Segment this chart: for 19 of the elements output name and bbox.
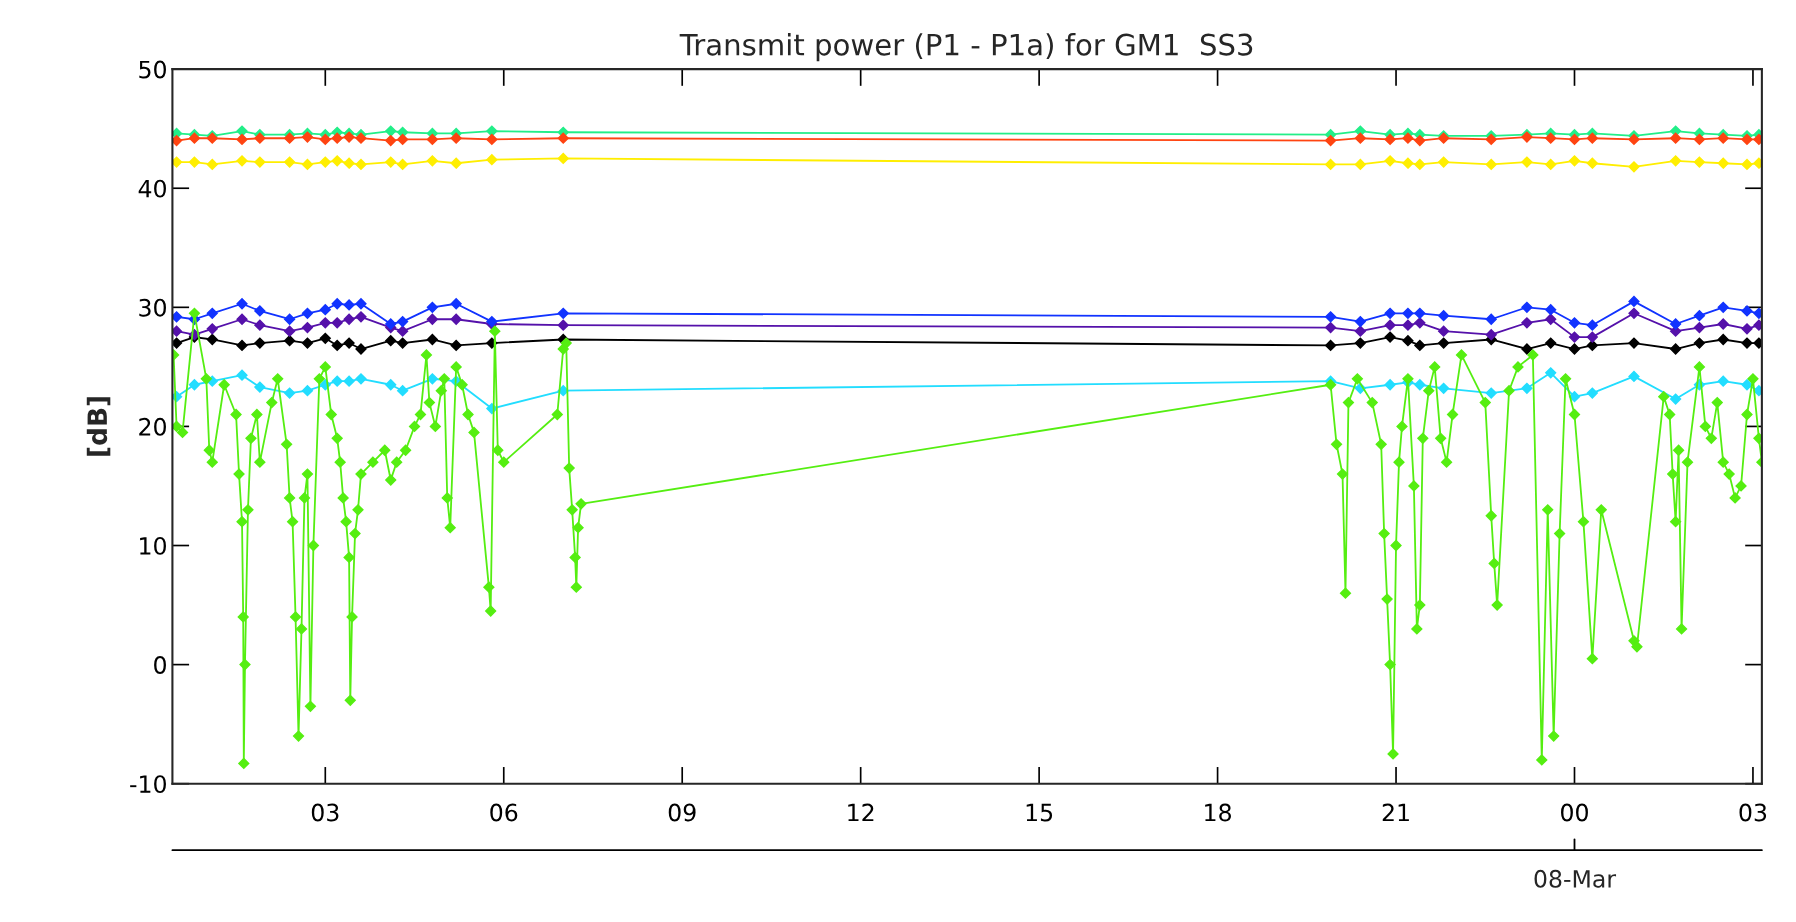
annotation: 08-Mar (1534, 869, 1617, 888)
x-tick-label: 03 (311, 803, 339, 822)
y-tick-label: 30 (139, 298, 166, 317)
x-tick-label: 06 (490, 803, 518, 822)
x-tick-label: 03 (1739, 803, 1767, 822)
y-tick-label: 10 (140, 536, 166, 555)
y-tick-label: 50 (139, 60, 166, 79)
x-tick-label: 00 (1561, 803, 1588, 822)
chart-title: Transmit power (P1 - P1a) for GM1 SS3 (679, 33, 1253, 62)
x-tick-label: 21 (1382, 803, 1409, 822)
y-tick-label: 40 (138, 179, 166, 198)
y-tick-label: 0 (154, 656, 166, 674)
x-tick-label: 09 (668, 803, 696, 822)
y-axis-title: [dB] (86, 397, 111, 456)
y-tick-label: -10 (130, 775, 166, 794)
x-tick-label: 18 (1205, 803, 1231, 822)
x-tick-label: 15 (1026, 803, 1053, 822)
x-tick-label: 12 (848, 803, 874, 822)
y-tick-label: 20 (139, 417, 166, 436)
